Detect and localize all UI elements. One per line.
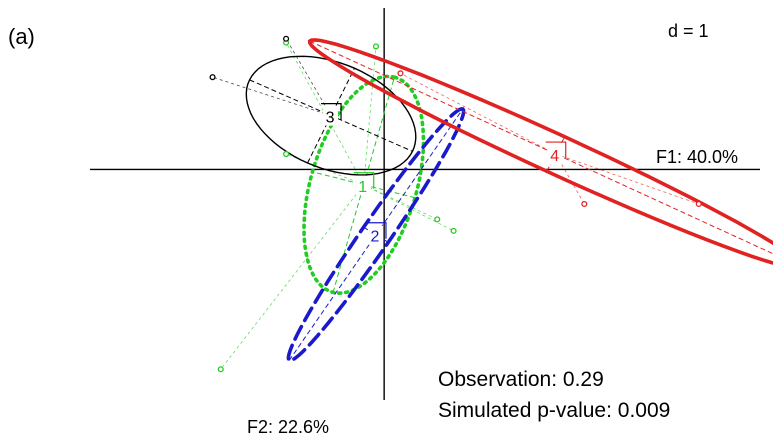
- observation-annotation: Observation: 0.29: [438, 368, 604, 391]
- star-line-class-1: [285, 153, 364, 186]
- point-class-1: [283, 150, 290, 158]
- point-class-3: [209, 74, 216, 81]
- centroid-label-class-2: 2: [365, 222, 387, 246]
- label-bracket: [545, 141, 567, 159]
- centroid-label-class-1: 1: [353, 172, 375, 196]
- ellipse-major-axis-class-1: [332, 76, 395, 293]
- pvalue-annotation: Simulated p-value: 0.009: [438, 399, 670, 422]
- point-class-4: [695, 200, 702, 208]
- point-class-1: [372, 43, 380, 50]
- observation-value: 0.29: [563, 368, 604, 391]
- point-class-3: [283, 35, 290, 42]
- panel-label: (a): [8, 24, 35, 49]
- observation-points: [209, 35, 702, 373]
- point-class-1: [434, 216, 441, 223]
- star-line-class-4: [555, 153, 699, 205]
- label-background: [323, 106, 339, 126]
- label-bracket: [365, 222, 387, 239]
- label-background: [367, 225, 383, 245]
- pvalue-value: 0.009: [618, 399, 671, 422]
- observation-label: Observation:: [438, 368, 557, 391]
- label-text-class-2: 2: [371, 229, 380, 246]
- label-text-class-3: 3: [326, 110, 335, 127]
- ellipse-minor-axis-class-2: [363, 226, 389, 243]
- class-labels: 1 2 3 4: [321, 103, 567, 246]
- star-line-class-4: [400, 72, 556, 155]
- point-class-1: [217, 366, 224, 373]
- point-class-4: [581, 200, 588, 208]
- star-line-class-1: [363, 184, 438, 220]
- class-ellipses: [212, 38, 773, 370]
- point-class-4: [397, 70, 404, 77]
- label-bracket: [321, 103, 342, 120]
- axes: [90, 8, 760, 400]
- scale-label: d = 1: [668, 21, 709, 41]
- star-line-class-3: [285, 38, 332, 116]
- star-line-class-1: [363, 184, 454, 232]
- label-background: [547, 145, 563, 165]
- point-class-1: [450, 227, 457, 234]
- pvalue-label: Simulated p-value:: [438, 399, 612, 422]
- label-background: [355, 175, 371, 195]
- y-axis-label: F2: 22.6%: [247, 417, 329, 437]
- label-text-class-1: 1: [358, 179, 367, 196]
- star-line-class-1: [220, 184, 365, 370]
- ellipse-major-axis-class-4: [309, 40, 773, 255]
- star-line-class-3: [212, 76, 332, 116]
- x-axis-label: F1: 40.0%: [656, 147, 738, 167]
- label-bracket: [353, 172, 375, 189]
- label-text-class-4: 4: [550, 148, 559, 165]
- centroid-label-class-3: 3: [321, 103, 342, 127]
- star-line-class-1: [363, 46, 377, 185]
- centroid-label-class-4: 4: [545, 141, 567, 165]
